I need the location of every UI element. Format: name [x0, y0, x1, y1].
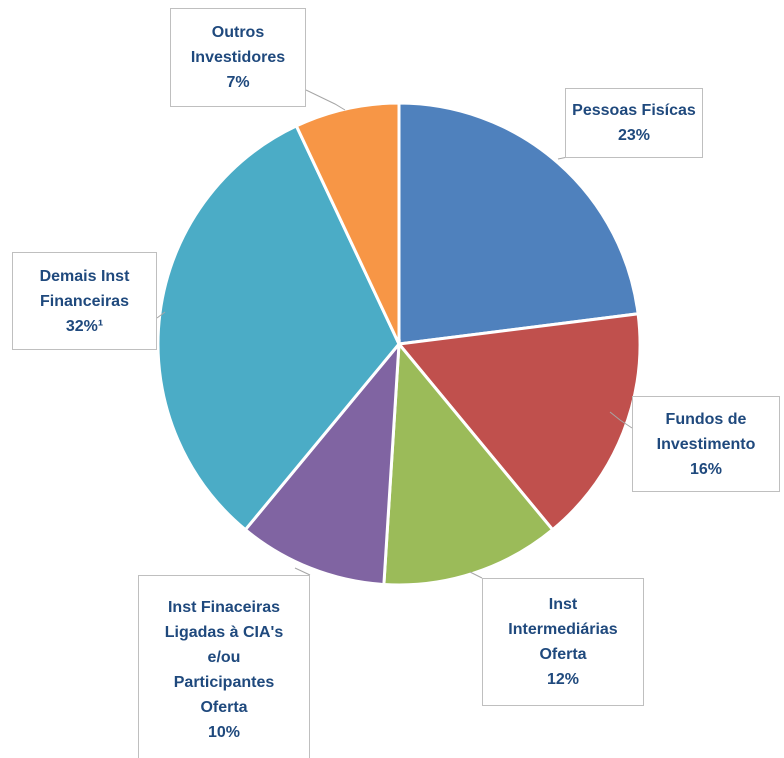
data-label: Pessoas Fisícas 23% — [565, 88, 703, 158]
category-label: Pessoas Fisícas — [572, 102, 696, 119]
data-label: Demais Inst Financeiras 32%¹ — [12, 252, 157, 350]
value-label: 32%¹ — [65, 317, 104, 335]
pie-slice — [294, 101, 401, 345]
leader-line — [609, 411, 633, 429]
category-label: Inst Finaceiras Ligadas à CIA's e/ou Par… — [164, 599, 284, 716]
data-label: Fundos de Investimento 16% — [632, 396, 780, 492]
pie-slice — [382, 340, 555, 587]
data-label: Outros Investidores 7% — [170, 8, 306, 107]
leader-line — [294, 567, 311, 576]
data-label: Inst Intermediárias Oferta 12% — [482, 578, 644, 706]
pie-slice — [396, 312, 642, 532]
leader-line — [156, 311, 166, 319]
category-label: Fundos de Investimento — [656, 410, 756, 453]
leader-line — [469, 571, 483, 579]
pie-slice — [243, 339, 401, 587]
data-label: Inst Finaceiras Ligadas à CIA's e/ou Par… — [138, 575, 310, 758]
pie-slice — [397, 101, 640, 346]
leader-line — [305, 89, 346, 111]
value-label: 10% — [207, 724, 241, 741]
value-label: 23% — [617, 127, 651, 144]
category-label: Demais Inst Financeiras — [39, 267, 130, 310]
category-label: Inst Intermediárias Oferta — [508, 596, 618, 663]
pie-slice — [156, 123, 401, 532]
category-label: Outros Investidores — [190, 24, 286, 66]
value-label: 7% — [226, 74, 250, 91]
value-label: 16% — [689, 460, 723, 478]
value-label: 12% — [546, 671, 580, 688]
